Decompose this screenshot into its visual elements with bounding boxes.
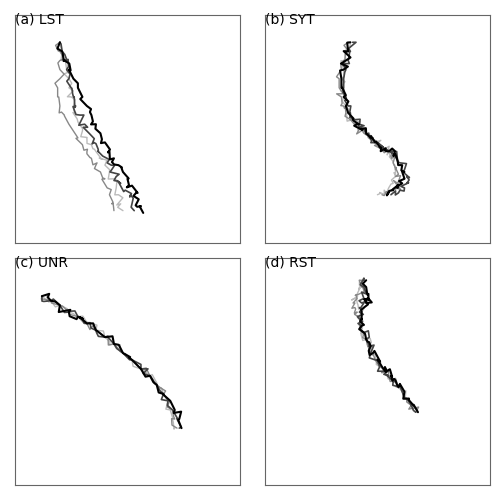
- Text: (d) RST: (d) RST: [265, 255, 316, 269]
- Text: (c) UNR: (c) UNR: [15, 255, 68, 269]
- Text: (a) LST: (a) LST: [15, 12, 64, 26]
- Text: (b) SYT: (b) SYT: [265, 12, 315, 26]
